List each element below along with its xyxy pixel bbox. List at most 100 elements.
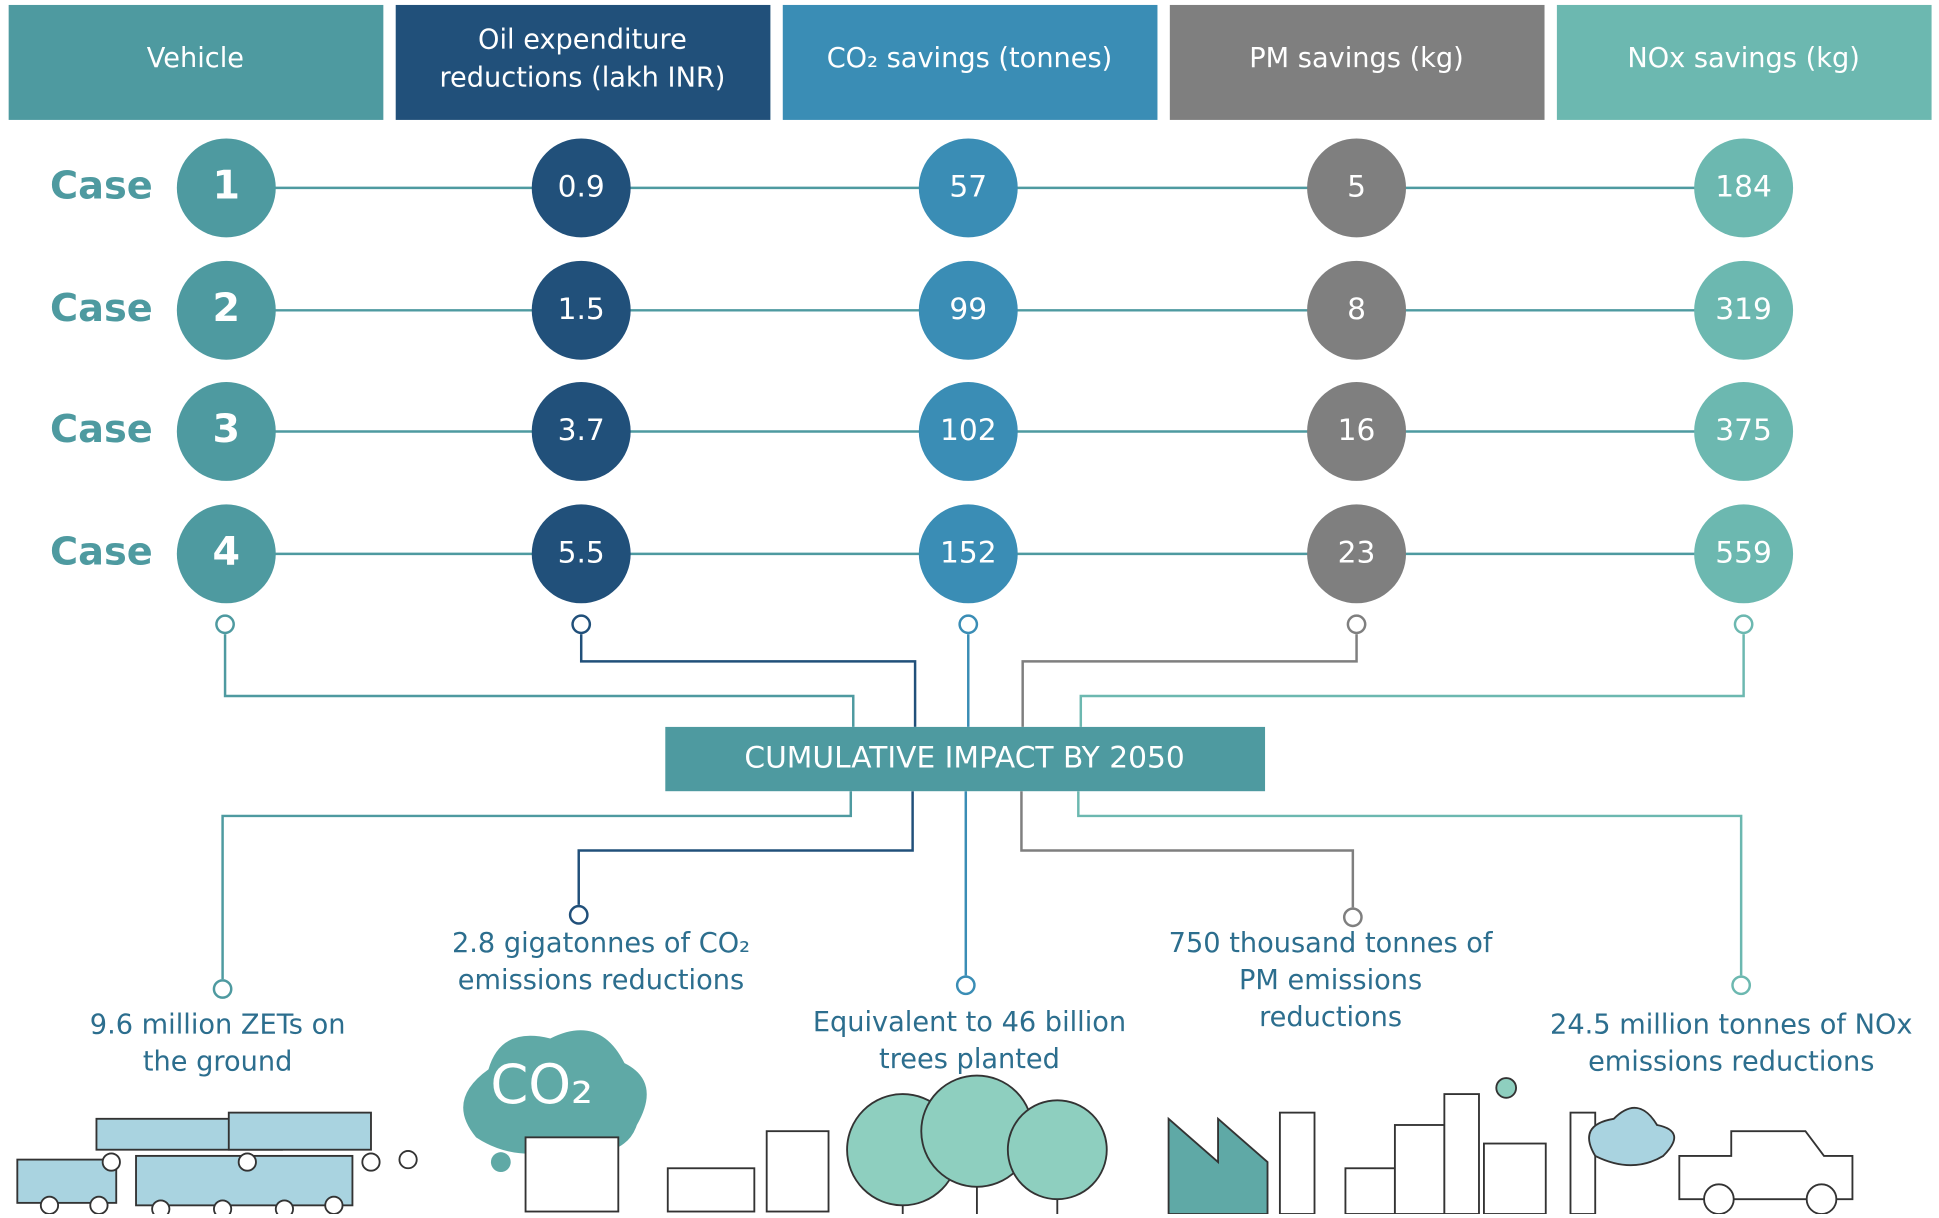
wheel: [101, 1152, 121, 1172]
truck-cargo: [227, 1111, 372, 1151]
building: [1569, 1111, 1597, 1215]
connector-dot: [1733, 614, 1754, 635]
wheel: [398, 1150, 418, 1170]
cloud-dot: [490, 1152, 511, 1172]
pickup: [1678, 1130, 1854, 1201]
value-circle: [918, 138, 1018, 238]
case-circle: [176, 382, 276, 481]
outcome-text: PM emissions: [1239, 965, 1422, 996]
wheel: [237, 1152, 257, 1172]
outcome-text: 2.8 gigatonnes of CO₂: [452, 928, 750, 959]
connector: [1077, 791, 1743, 976]
connector: [1020, 791, 1355, 908]
wheel: [213, 1199, 233, 1218]
building: [1443, 1093, 1480, 1215]
value-circle: [531, 138, 631, 238]
header-text: PM savings (kg): [1249, 43, 1464, 74]
value-text: 319: [1715, 291, 1772, 326]
value-text: 184: [1715, 168, 1772, 203]
case-circle: [176, 260, 276, 360]
value-circle: [1694, 260, 1794, 360]
header-box: [395, 4, 771, 120]
value-text: 57: [949, 168, 987, 203]
value-circle: [1694, 504, 1794, 604]
value-text: 23: [1338, 534, 1376, 569]
outcome-text: emissions reductions: [1588, 1047, 1874, 1078]
value-text: 559: [1715, 534, 1772, 569]
header-text: reductions (lakh INR): [439, 63, 725, 94]
connector: [221, 791, 853, 980]
sun: [1495, 1077, 1518, 1099]
value-circle: [531, 260, 631, 360]
value-circle: [918, 260, 1018, 360]
house: [524, 1136, 620, 1213]
value-text: 1.5: [558, 291, 605, 326]
wheel: [39, 1195, 60, 1215]
connector-dot: [212, 979, 233, 999]
wheel: [1703, 1183, 1735, 1215]
value-circle: [1307, 260, 1407, 360]
connector: [223, 634, 855, 727]
value-text: 5: [1347, 168, 1366, 203]
value-circle: [1694, 382, 1794, 481]
outcome-text: Equivalent to 46 billion: [813, 1007, 1126, 1038]
chimney: [1278, 1111, 1316, 1215]
connector-dot: [1346, 614, 1367, 635]
value-text: 0.9: [558, 168, 605, 203]
icon-text: CO₂: [490, 1053, 593, 1116]
center-box: [665, 726, 1266, 792]
wheel: [1805, 1183, 1838, 1215]
icons: CO₂: [16, 1030, 1854, 1218]
wheel: [151, 1199, 171, 1218]
header-box: [8, 4, 384, 120]
building: [1393, 1124, 1446, 1215]
header-text: CO₂ savings (tonnes): [827, 43, 1113, 74]
value-circle: [1694, 138, 1794, 238]
row-label: Case: [50, 163, 153, 208]
wheel: [324, 1195, 344, 1215]
connector: [577, 791, 914, 905]
value-text: 152: [940, 534, 997, 569]
outcome-text: trees planted: [879, 1044, 1060, 1075]
value-circle: [918, 382, 1018, 481]
house: [666, 1167, 756, 1213]
outcome-text: emissions reductions: [458, 965, 744, 996]
connector-dot: [1342, 907, 1363, 928]
header-text: Oil expenditure: [478, 24, 687, 55]
connector-dot: [568, 904, 589, 925]
value-circle: [1307, 382, 1407, 481]
cloud: [463, 1030, 647, 1154]
case-circle: [176, 504, 276, 604]
outcome-text: 750 thousand tonnes of: [1169, 928, 1494, 959]
row-label: Case: [50, 286, 153, 331]
row-label: Case: [50, 407, 153, 452]
connector: [579, 634, 917, 727]
case-number: 4: [213, 528, 241, 574]
value-circle: [918, 504, 1018, 604]
truck-cargo: [16, 1158, 118, 1204]
wheel: [274, 1199, 295, 1218]
value-circle: [531, 504, 631, 604]
connector-dot: [571, 614, 592, 635]
value-text: 99: [949, 291, 987, 326]
center-label: CUMULATIVE IMPACT BY 2050: [744, 740, 1184, 775]
value-text: 5.5: [558, 534, 605, 569]
connector-dot: [215, 614, 235, 635]
wheel: [89, 1195, 109, 1215]
header-box: [1556, 4, 1932, 120]
outcome-text: 9.6 million ZETs on: [90, 1010, 346, 1041]
connector: [1021, 634, 1358, 727]
case-number: 3: [213, 406, 241, 452]
value-text: 375: [1715, 412, 1772, 447]
connector-dot: [958, 614, 979, 635]
header-text: NOx savings (kg): [1627, 43, 1859, 74]
smoke: [1588, 1107, 1675, 1166]
header-box: [1169, 4, 1545, 120]
case-number: 1: [213, 162, 241, 208]
connector: [1079, 634, 1745, 727]
header-text: Vehicle: [147, 43, 244, 74]
outcome-text: 24.5 million tonnes of NOx: [1550, 1010, 1912, 1041]
value-text: 102: [940, 412, 997, 447]
